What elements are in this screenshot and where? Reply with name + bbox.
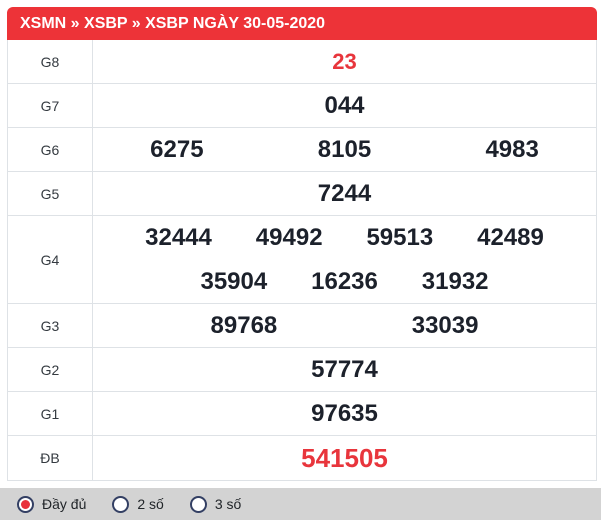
breadcrumb: XSMN » XSBP » XSBP NGÀY 30-05-2020 <box>20 15 326 32</box>
radio-label: 2 số <box>137 496 164 512</box>
prize-label: G8 <box>8 40 93 83</box>
prize-label: G7 <box>8 84 93 127</box>
prize-value: 044 <box>324 91 365 119</box>
prize-label: G6 <box>8 128 93 171</box>
prize-value: 89768 <box>210 311 278 339</box>
prize-label: G4 <box>8 216 93 303</box>
prize-value: 35904 <box>200 267 268 295</box>
prize-value: 57774 <box>311 355 378 383</box>
prize-values: 23 <box>93 40 596 83</box>
prize-value: 16236 <box>311 267 378 295</box>
prize-label: G5 <box>8 172 93 215</box>
prize-value: 4983 <box>485 135 539 163</box>
prize-values: 89768 33039 <box>93 304 596 347</box>
radio-option-2-digits[interactable]: 2 số <box>112 495 164 513</box>
prize-value: 23 <box>332 48 357 74</box>
table-row-g5: G5 7244 <box>8 172 596 216</box>
prize-label: G1 <box>8 392 93 435</box>
prize-value: 32444 <box>145 223 212 251</box>
prize-value: 8105 <box>317 135 372 163</box>
radio-option-3-digits[interactable]: 3 số <box>189 495 242 513</box>
prize-values: 6275 8105 4983 <box>93 128 596 171</box>
prize-value: 541505 <box>301 442 388 473</box>
prize-value: 31932 <box>421 267 489 295</box>
radio-label: 3 số <box>214 496 242 512</box>
breadcrumb-header[interactable]: XSMN » XSBP » XSBP NGÀY 30-05-2020 <box>7 7 597 40</box>
table-row-g2: G2 57774 <box>8 348 596 392</box>
table-row-g7: G7 044 <box>8 84 596 128</box>
prize-values: 044 <box>93 84 596 127</box>
display-mode-filter-bar: Đầy đủ 2 số 3 số <box>0 488 601 520</box>
radio-label: Đầy đủ <box>42 496 87 512</box>
prize-label: G2 <box>8 348 93 391</box>
prize-values: 32444 49492 59513 42489 35904 16236 3193… <box>93 216 596 303</box>
radio-unselected-icon[interactable] <box>112 495 130 513</box>
prize-label: ĐB <box>8 436 93 480</box>
prize-values: 541505 <box>93 436 596 480</box>
table-row-g3: G3 89768 33039 <box>8 304 596 348</box>
table-row-g1: G1 97635 <box>8 392 596 436</box>
radio-selected-icon[interactable] <box>17 495 34 513</box>
results-panel: XSMN » XSBP » XSBP NGÀY 30-05-2020 G8 23… <box>7 7 597 481</box>
prize-values: 97635 <box>93 392 596 435</box>
prize-value: 7244 <box>317 179 372 207</box>
prize-values: 57774 <box>93 348 596 391</box>
lottery-results-page: XSMN » XSBP » XSBP NGÀY 30-05-2020 G8 23… <box>0 7 601 527</box>
prize-value: 6275 <box>150 135 204 163</box>
prize-label: G3 <box>8 304 93 347</box>
prize-value: 33039 <box>411 311 479 339</box>
table-row-db: ĐB 541505 <box>8 436 596 480</box>
table-row-g6: G6 6275 8105 4983 <box>8 128 596 172</box>
prize-value: 42489 <box>477 223 544 251</box>
table-row-g4: G4 32444 49492 59513 42489 35904 16236 3… <box>8 216 596 304</box>
prize-values: 7244 <box>93 172 596 215</box>
prize-value: 49492 <box>255 223 323 251</box>
results-table: G8 23 G7 044 G6 6275 8105 4983 <box>7 40 597 481</box>
prize-value: 59513 <box>366 223 434 251</box>
radio-option-full[interactable]: Đầy đủ <box>17 495 87 513</box>
radio-unselected-icon[interactable] <box>189 495 207 513</box>
prize-value: 97635 <box>311 399 378 427</box>
table-row-g8: G8 23 <box>8 40 596 84</box>
